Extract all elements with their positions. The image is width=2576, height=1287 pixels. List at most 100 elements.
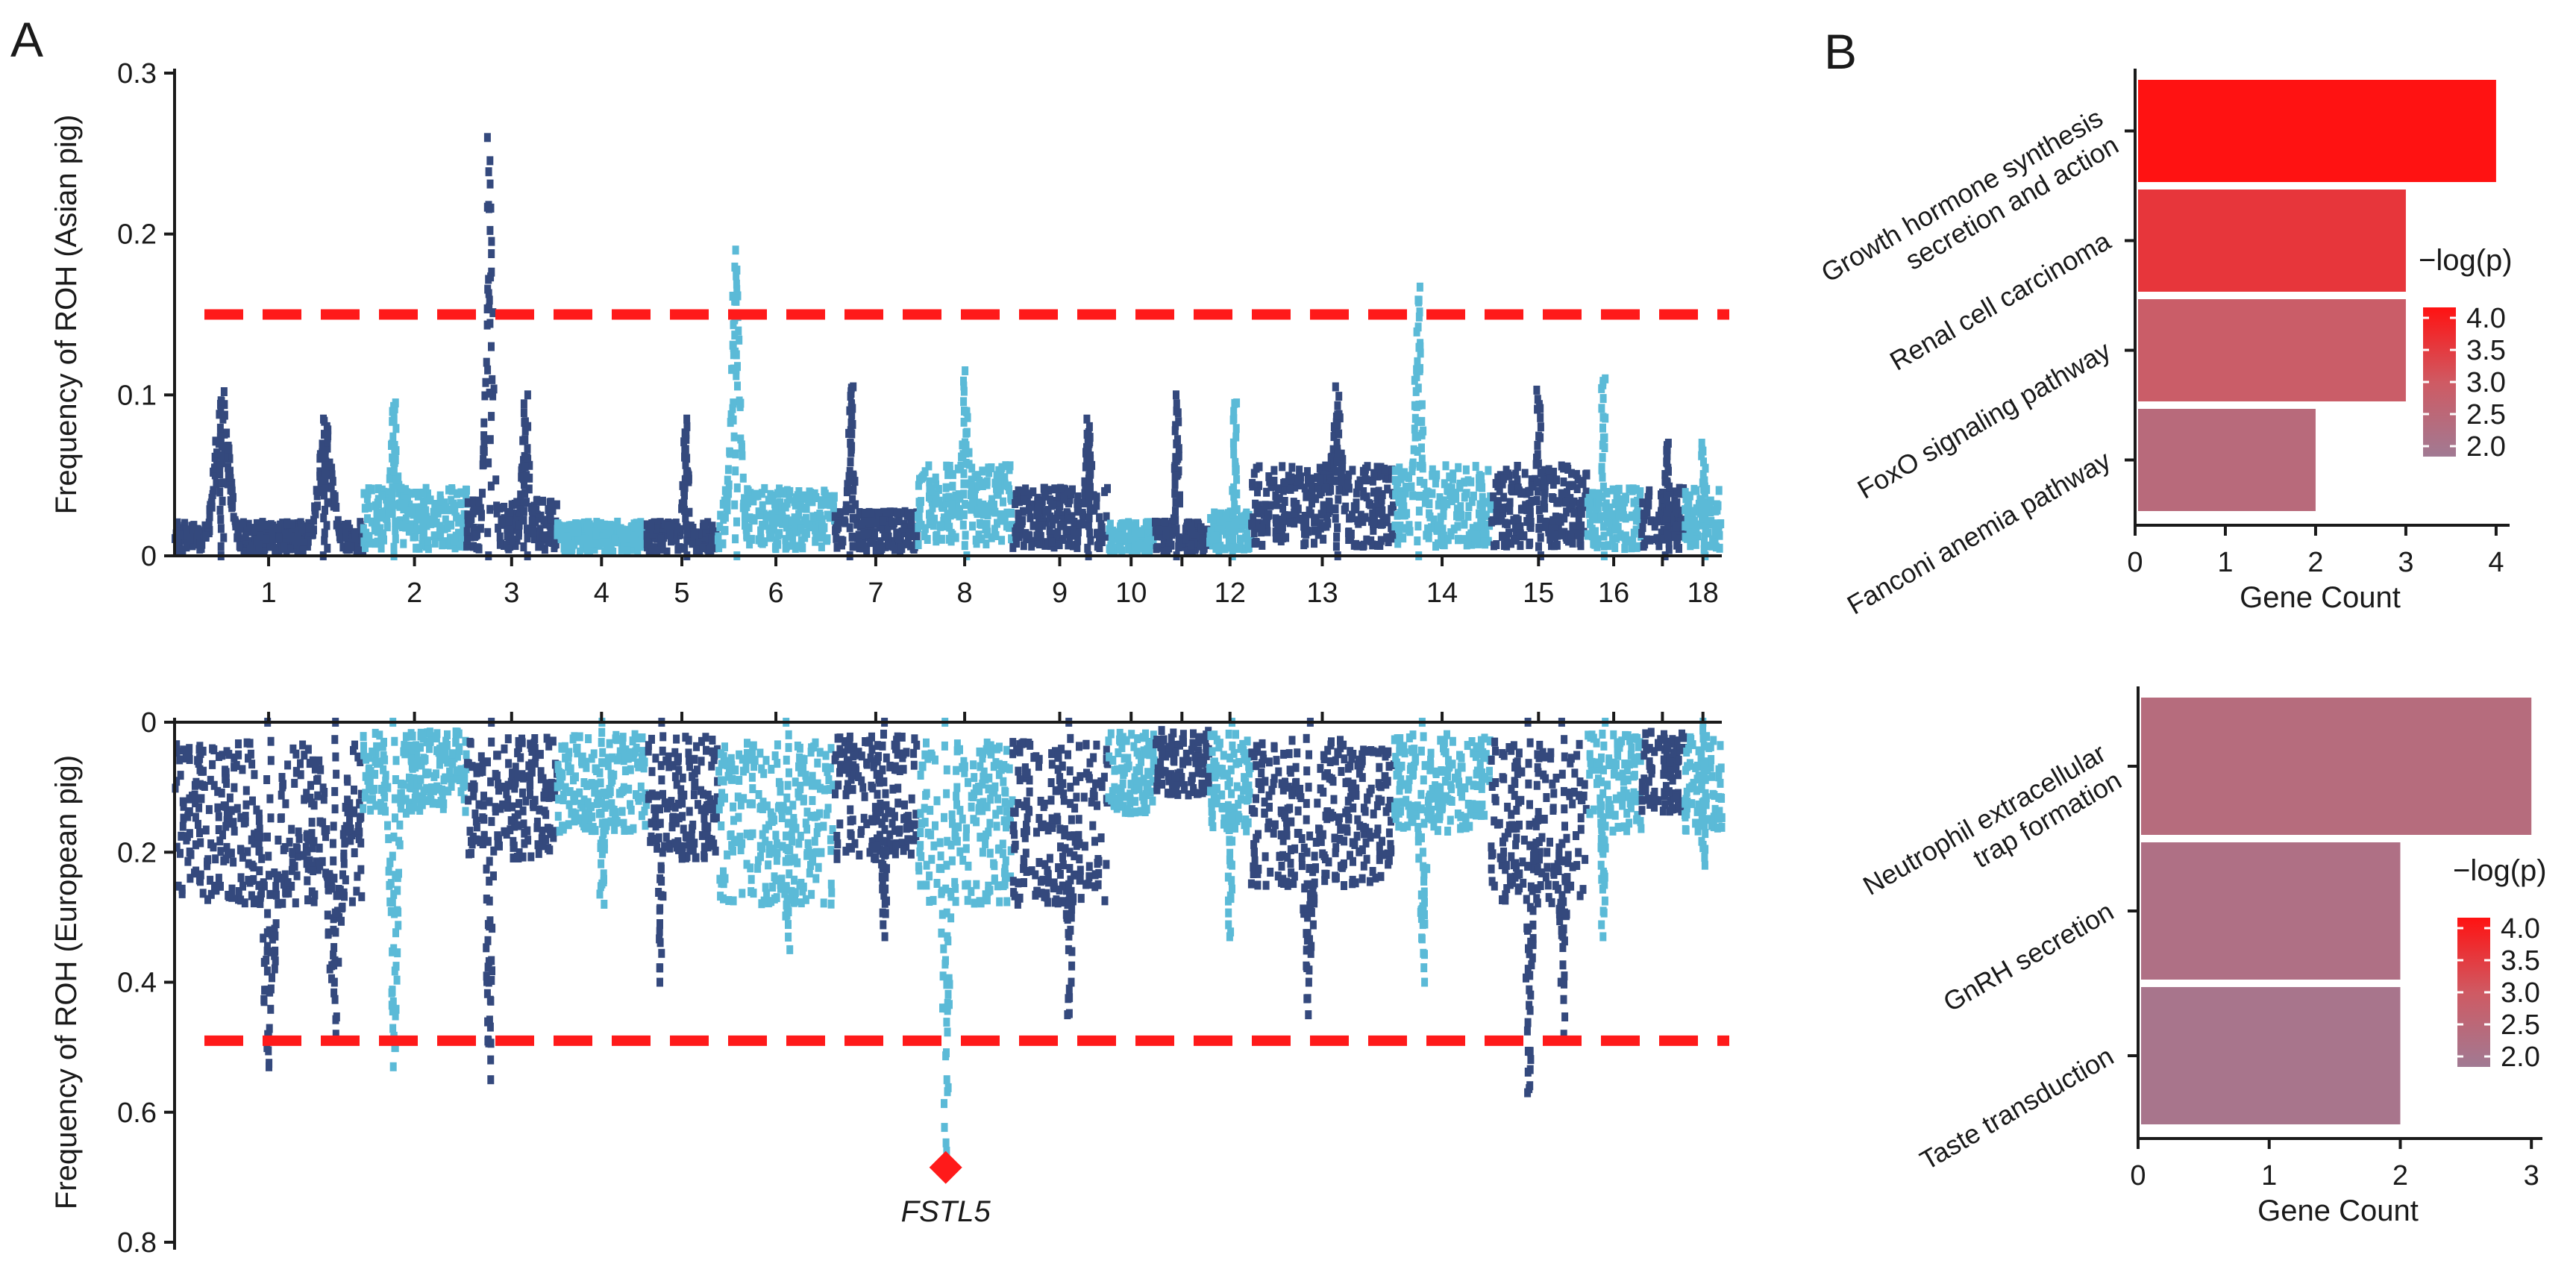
data-point: [197, 870, 204, 880]
data-point: [486, 303, 493, 313]
data-point: [719, 539, 727, 548]
data-point: [213, 886, 220, 895]
data-point: [1488, 517, 1495, 527]
data-point: [1118, 533, 1125, 542]
data-point: [873, 545, 880, 554]
data-point: [1059, 535, 1067, 544]
data-point: [230, 857, 237, 867]
data-point: [175, 536, 182, 545]
data-point: [984, 502, 991, 512]
data-point: [512, 763, 519, 772]
data-point: [1605, 541, 1612, 551]
data-point: [1286, 518, 1294, 527]
data-point: [1701, 476, 1708, 486]
data-point: [547, 827, 554, 836]
data-point: [549, 736, 557, 746]
data-point: [186, 748, 192, 757]
data-point: [395, 836, 402, 846]
data-point: [1426, 499, 1433, 509]
data-point: [1086, 475, 1094, 485]
data-point: [621, 752, 629, 762]
data-point: [908, 516, 915, 526]
data-point: [788, 522, 795, 531]
data-point: [487, 1075, 495, 1085]
data-point: [657, 761, 665, 771]
data-point: [776, 484, 783, 494]
data-point: [1601, 433, 1608, 442]
data-point: [310, 836, 318, 846]
data-point: [1094, 528, 1101, 538]
data-point: [197, 838, 204, 848]
x-tick-label: 18: [1687, 577, 1719, 609]
data-point: [257, 525, 265, 535]
data-point: [192, 812, 199, 822]
data-point: [1573, 529, 1580, 539]
data-point: [1701, 532, 1708, 542]
data-point: [471, 497, 478, 506]
data-point: [1698, 439, 1705, 448]
data-point: [1498, 516, 1505, 525]
data-point: [1079, 498, 1087, 508]
data-point: [1601, 443, 1608, 452]
data-point: [514, 748, 521, 757]
data-point: [1592, 505, 1599, 515]
data-point: [190, 521, 198, 530]
data-point: [1296, 474, 1303, 483]
data-point: [926, 477, 933, 486]
data-point: [484, 284, 492, 294]
data-point: [489, 924, 496, 933]
data-point: [988, 495, 996, 504]
data-point: [1225, 537, 1232, 547]
data-point: [582, 757, 589, 767]
data-point: [486, 388, 493, 398]
data-point: [1413, 327, 1420, 336]
data-point: [217, 405, 225, 415]
data-point: [686, 839, 693, 849]
data-point: [1506, 498, 1514, 507]
data-point: [310, 516, 317, 525]
data-point: [1053, 530, 1060, 539]
data-point: [1619, 495, 1626, 504]
data-point: [241, 898, 248, 908]
data-point: [1709, 535, 1716, 545]
data-point: [260, 878, 267, 888]
data-point: [1182, 534, 1190, 544]
data-point: [732, 534, 739, 544]
data-point: [1265, 472, 1273, 481]
data-point: [1334, 419, 1341, 429]
data-point: [1665, 545, 1673, 554]
data-point: [365, 502, 372, 512]
data-point: [1463, 540, 1470, 550]
data-point: [1602, 502, 1609, 512]
data-point: [1587, 519, 1593, 528]
data-point: [975, 498, 983, 508]
data-point: [455, 517, 463, 527]
data-point: [960, 386, 968, 396]
data-point: [745, 486, 752, 496]
data-point: [513, 535, 521, 545]
data-point: [889, 536, 896, 546]
data-point: [202, 825, 210, 835]
data-point: [973, 507, 980, 516]
data-point: [1162, 517, 1169, 527]
data-point: [1714, 522, 1721, 532]
data-point: [214, 786, 222, 796]
data-point: [277, 544, 284, 553]
x-tick-label: 12: [1215, 577, 1246, 609]
data-point: [464, 535, 471, 545]
data-point: [488, 817, 495, 827]
data-point: [507, 527, 514, 537]
data-point: [419, 794, 427, 804]
data-point: [701, 853, 708, 862]
data-point: [237, 873, 245, 883]
data-point: [1487, 504, 1494, 513]
data-point: [1639, 523, 1646, 533]
data-point: [295, 527, 302, 536]
data-point: [633, 790, 639, 800]
data-point: [1701, 482, 1708, 492]
data-point: [486, 225, 494, 235]
data-point: [915, 480, 922, 490]
data-point: [583, 522, 591, 532]
data-point: [389, 1006, 396, 1015]
data-point: [474, 506, 481, 515]
